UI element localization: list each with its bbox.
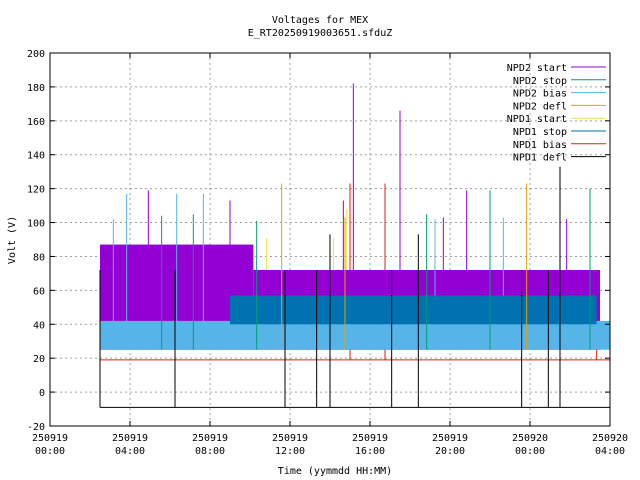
y-axis-label: Volt (V) bbox=[7, 216, 18, 264]
x-tick-label-time: 16:00 bbox=[355, 446, 385, 457]
y-tick-label: 60 bbox=[33, 286, 45, 297]
y-tick-label: 40 bbox=[33, 320, 45, 331]
legend-label-npd1-bias: NPD1 bias bbox=[513, 140, 567, 151]
y-tick-label: 200 bbox=[27, 49, 45, 60]
x-tick-label-time: 20:00 bbox=[435, 446, 465, 457]
legend-label-npd2-bias: NPD2 bias bbox=[513, 89, 567, 100]
legend-label-npd1-stop: NPD1 stop bbox=[513, 127, 567, 138]
legend-label-npd1-start: NPD1 start bbox=[507, 114, 567, 125]
x-tick-label-time: 00:00 bbox=[35, 446, 65, 457]
x-tick-label-time: 04:00 bbox=[115, 446, 145, 457]
x-tick-label-time: 12:00 bbox=[275, 446, 305, 457]
plot-frame bbox=[49, 52, 611, 427]
legend-label-npd2-start: NPD2 start bbox=[507, 63, 567, 74]
chart-title: Voltages for MEX bbox=[272, 15, 368, 26]
y-tick-label: 100 bbox=[27, 219, 45, 230]
x-tick-label-date: 250920 bbox=[512, 433, 548, 444]
y-tick-label: 140 bbox=[27, 151, 45, 162]
x-tick-label-date: 250919 bbox=[352, 433, 388, 444]
y-tick-label: -20 bbox=[27, 422, 45, 433]
x-tick-label-date: 250919 bbox=[32, 433, 68, 444]
x-tick-label-date: 250919 bbox=[272, 433, 308, 444]
y-tick-label: 20 bbox=[33, 354, 45, 365]
series-band bbox=[100, 320, 610, 350]
x-tick-label-time: 08:00 bbox=[195, 446, 225, 457]
series-npd2-bias bbox=[100, 193, 610, 350]
legend-label-npd2-stop: NPD2 stop bbox=[513, 76, 567, 87]
y-tick-label: 160 bbox=[27, 117, 45, 128]
x-tick-label-date: 250920 bbox=[592, 433, 628, 444]
y-tick-label: 120 bbox=[27, 185, 45, 196]
x-axis-label: Time (yymmdd HH:MM) bbox=[278, 466, 392, 477]
x-tick-label-date: 250919 bbox=[112, 433, 148, 444]
axis-ticks: -20 0 20 40 60 80 100 120 140 160 180 200 250919 00:0… bbox=[27, 49, 628, 457]
x-tick-label-time: 00:00 bbox=[515, 446, 545, 457]
x-tick-label-date: 250919 bbox=[192, 433, 228, 444]
data-layer bbox=[99, 83, 610, 408]
legend-label-npd2-defl: NPD2 defl bbox=[513, 101, 567, 112]
series-npd1-defl bbox=[99, 166, 610, 408]
x-tick-label-date: 250919 bbox=[432, 433, 468, 444]
y-tick-label: 180 bbox=[27, 83, 45, 94]
series-band bbox=[230, 295, 597, 325]
series-npd2-defl bbox=[281, 183, 528, 350]
legend-label-npd1-defl: NPD1 defl bbox=[513, 153, 567, 164]
y-tick-label: 80 bbox=[33, 252, 45, 263]
series-npd2-stop bbox=[161, 188, 591, 350]
y-tick-label: 0 bbox=[39, 388, 45, 399]
chart-subtitle: E_RT20250919003651.sfduZ bbox=[248, 28, 393, 39]
x-tick-label-time: 04:00 bbox=[595, 446, 625, 457]
